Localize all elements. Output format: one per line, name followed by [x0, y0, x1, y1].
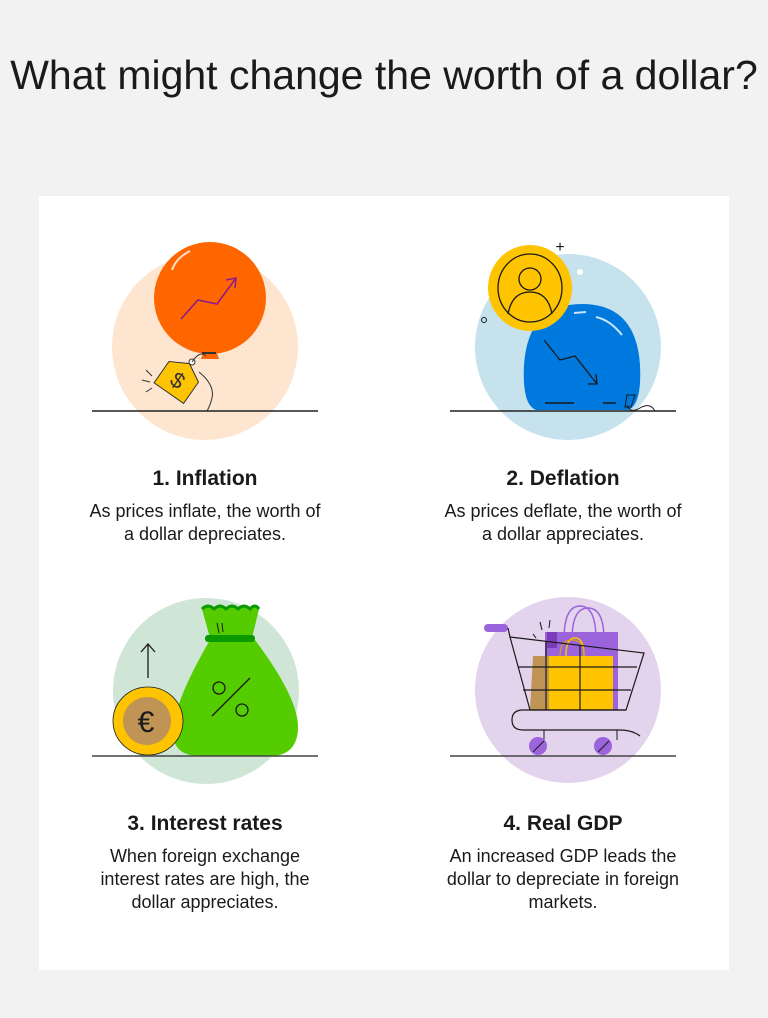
svg-text:€: € — [138, 706, 155, 739]
item-interest-rates: 3. Interest rates When foreign exchange … — [55, 811, 355, 914]
item-text: As prices inflate, the worth of a dollar… — [89, 501, 321, 544]
shopping-cart-bags-icon — [450, 597, 676, 783]
item-inflation: 1. Inflation As prices inflate, the wort… — [55, 466, 355, 546]
item-real-gdp: 4. Real GDP An increased GDP leads the d… — [413, 811, 713, 914]
item-heading: 3. Interest rates — [127, 812, 283, 835]
item-text: When foreign exchange interest rates are… — [100, 846, 310, 912]
item-heading: 1. Inflation — [152, 467, 258, 490]
item-deflation: 2. Deflation As prices deflate, the wort… — [413, 466, 713, 546]
page-title: What might change the worth of a dollar? — [10, 52, 758, 98]
item-text: As prices deflate, the worth of a dollar… — [444, 501, 682, 544]
item-heading: 4. Real GDP — [503, 812, 623, 835]
balloon-price-tag-icon: $ — [92, 242, 318, 440]
item-heading: 2. Deflation — [506, 467, 620, 490]
svg-text:+: + — [555, 239, 564, 256]
money-bag-euro-coin-icon: € — [92, 598, 318, 784]
deflating-balloon-coin-icon: + — [450, 239, 676, 440]
item-text: An increased GDP leads the dollar to dep… — [446, 846, 680, 912]
